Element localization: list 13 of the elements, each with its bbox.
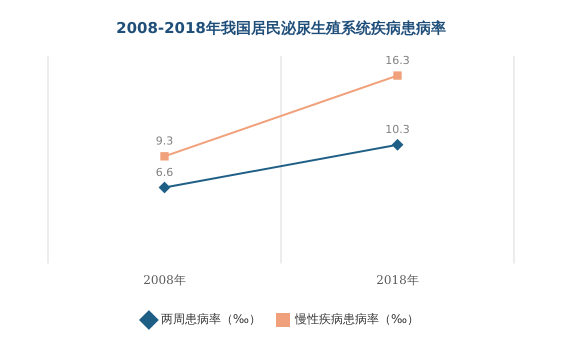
legend-label: 慢性疾病患病率（‰） — [294, 312, 420, 326]
data-label: 9.3 — [156, 134, 174, 148]
point — [393, 71, 402, 80]
x-tick-label: 2008年 — [143, 272, 186, 287]
point — [160, 152, 169, 161]
data-label: 10.3 — [385, 123, 410, 136]
chart-title: 2008-2018年我国居民泌尿生殖系统疾病患病率 — [116, 18, 446, 37]
data-label: 6.6 — [156, 166, 174, 179]
x-tick-label: 2018年 — [376, 272, 419, 287]
point — [392, 139, 403, 150]
legend-label: 两周患病率（‰） — [160, 312, 262, 326]
data-label: 16.3 — [385, 54, 410, 67]
point — [159, 182, 170, 193]
